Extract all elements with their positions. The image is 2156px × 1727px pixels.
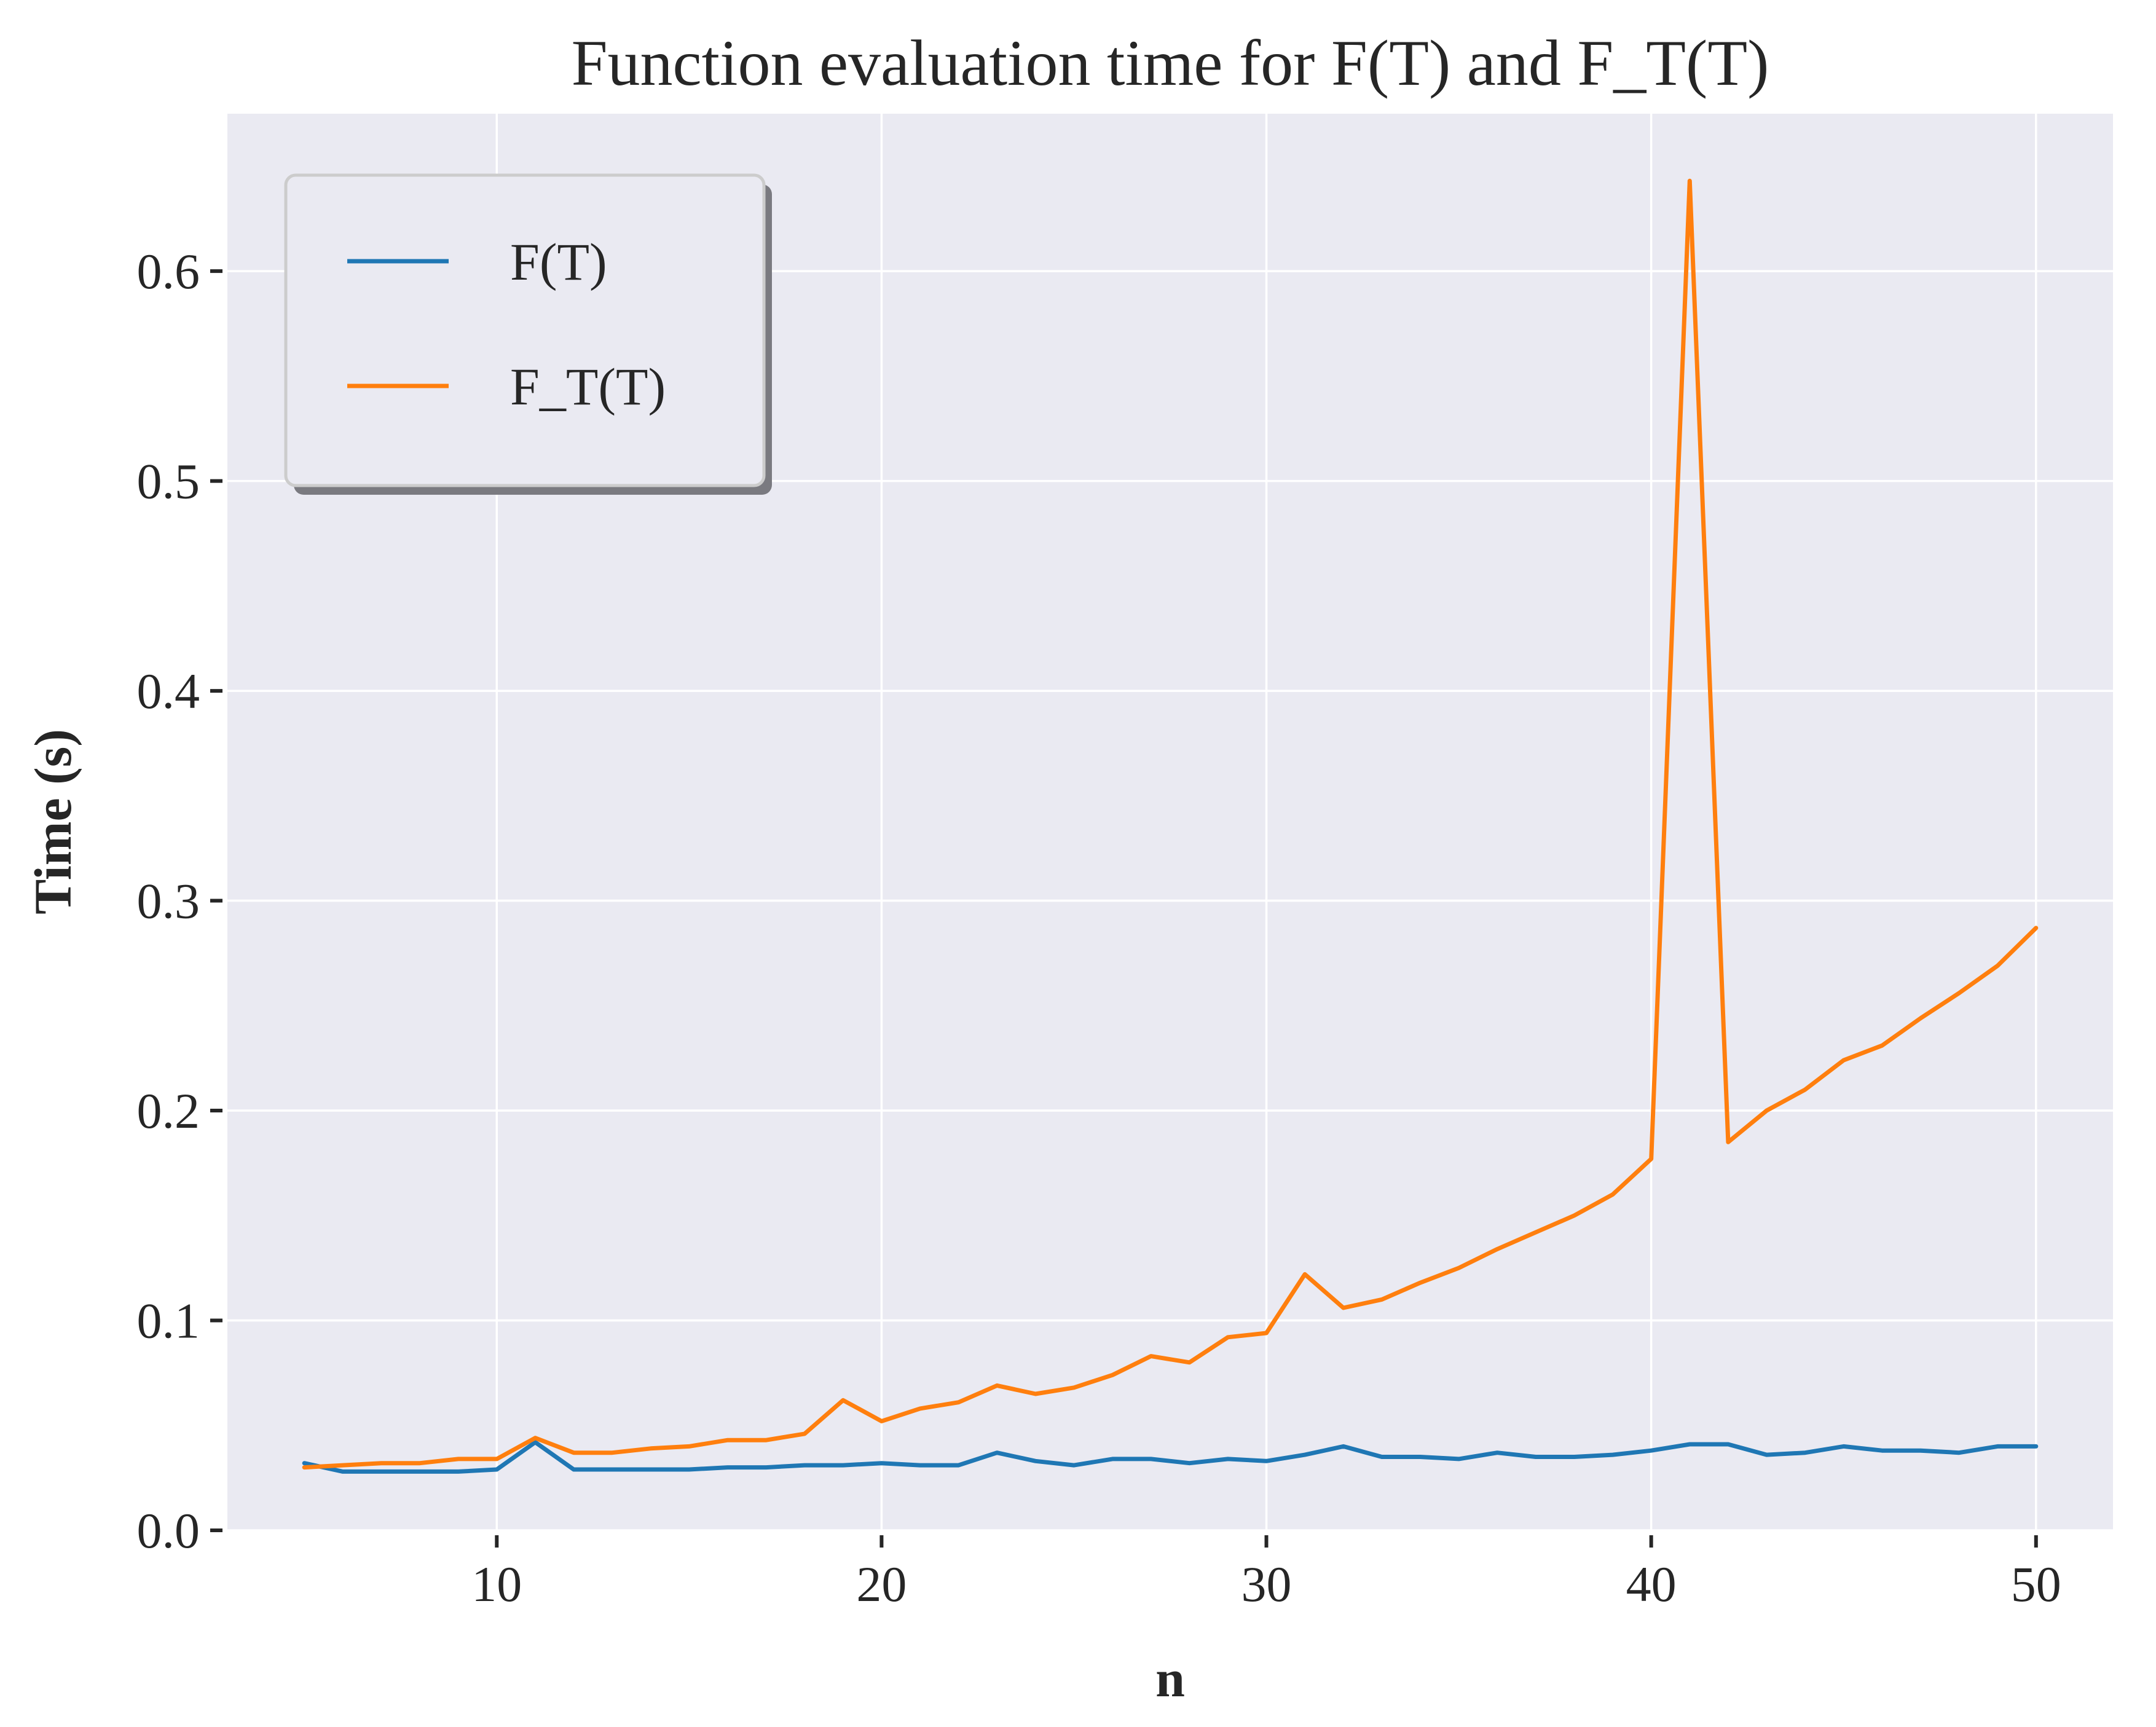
y-tick-label: 0.5 [137,454,200,509]
legend-box [284,173,766,487]
x-ticks: 10 20 30 40 50 [471,1535,2061,1612]
series-line-f [302,1440,2039,1474]
chart-title: Function evaluation time for F(T) and F_… [572,27,1769,99]
legend-label-f: F(T) [510,232,607,291]
y-tick-label: 0.0 [137,1503,200,1559]
y-tick-label: 0.3 [137,873,200,929]
x-axis-label: n [1155,1649,1185,1708]
y-tick-label: 0.2 [137,1083,200,1139]
legend-label-ft: F_T(T) [510,357,666,416]
x-tick-label: 30 [1241,1556,1292,1612]
series-layer [302,178,2039,1474]
legend: F(T) F_T(T) [284,173,772,495]
y-axis-label: Time (s) [23,729,82,915]
x-tick-label: 20 [856,1556,907,1612]
y-tick-label: 0.1 [137,1293,200,1349]
x-tick-label: 40 [1626,1556,1677,1612]
y-tick-label: 0.4 [137,663,200,719]
y-ticks: 0.0 0.1 0.2 0.3 0.4 0.5 0.6 [137,243,222,1559]
y-tick-label: 0.6 [137,243,200,299]
series-line-ft [302,178,2039,1470]
x-tick-label: 10 [471,1556,522,1612]
x-tick-label: 50 [2011,1556,2061,1612]
